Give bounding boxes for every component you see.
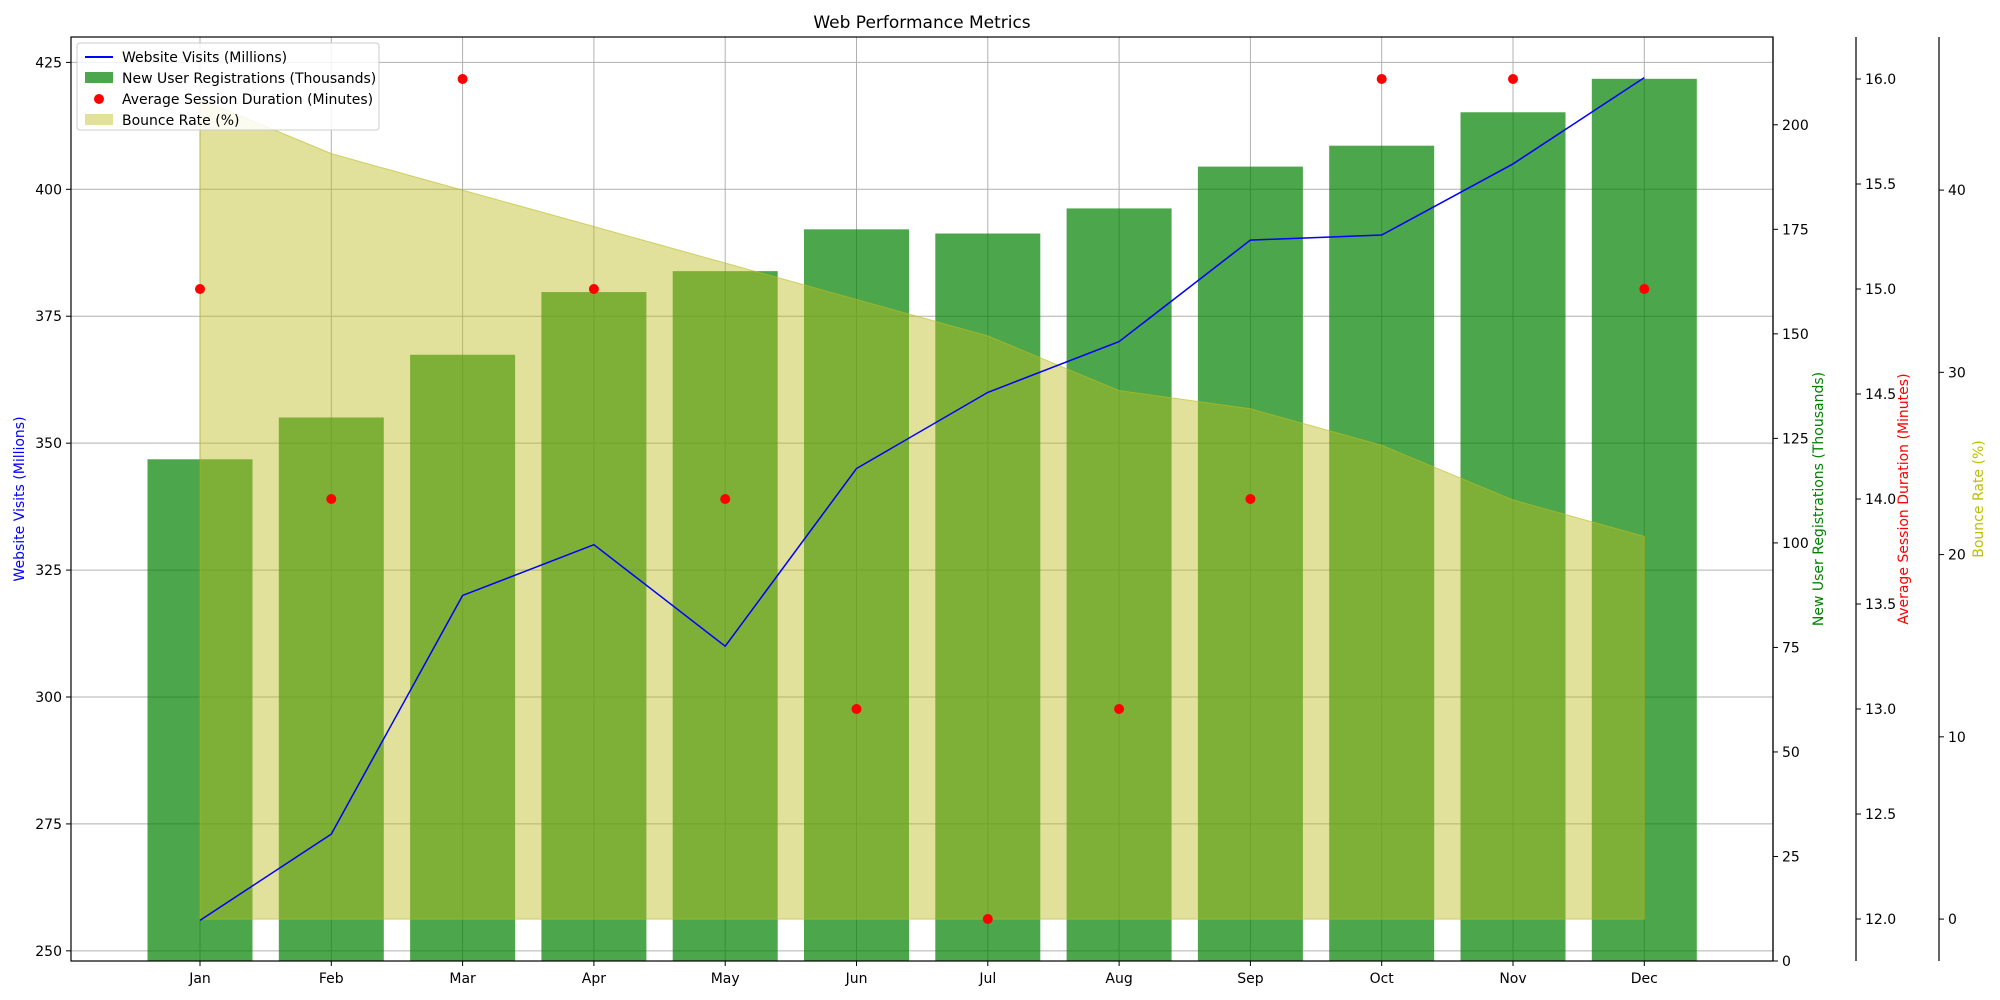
left-tick-label: 250 bbox=[35, 944, 62, 960]
right_registrations-axis-title: New User Registrations (Thousands) bbox=[1811, 372, 1827, 626]
session-duration-point bbox=[851, 704, 862, 714]
session-duration-point bbox=[326, 494, 337, 504]
right_duration-tick-label: 14.5 bbox=[1865, 387, 1896, 403]
right_bounce-tick-label: 0 bbox=[1948, 912, 1957, 928]
legend-patch-icon bbox=[85, 72, 113, 83]
x-tick-label: Aug bbox=[1105, 971, 1132, 987]
left-tick-label: 375 bbox=[35, 309, 62, 325]
x-tick-label: Mar bbox=[449, 971, 476, 987]
registration-bar bbox=[935, 233, 1041, 962]
legend-label: New User Registrations (Thousands) bbox=[122, 71, 376, 87]
legend-patch-icon bbox=[85, 114, 113, 125]
session-duration-point bbox=[1376, 74, 1387, 84]
session-duration-point bbox=[1639, 284, 1650, 294]
left-axis-title: Website Visits (Millions) bbox=[12, 416, 28, 581]
right_duration-tick-label: 12.0 bbox=[1865, 912, 1896, 928]
right_registrations-tick-label: 0 bbox=[1782, 954, 1791, 970]
right_duration-tick-label: 16.0 bbox=[1865, 72, 1896, 88]
right_registrations-tick-label: 100 bbox=[1782, 536, 1809, 552]
right_registrations-tick-label: 50 bbox=[1782, 745, 1800, 761]
legend-label: Average Session Duration (Minutes) bbox=[122, 92, 373, 108]
visits-line bbox=[199, 76, 1645, 922]
right_bounce-tick-label: 30 bbox=[1948, 365, 1966, 381]
right_duration-tick-label: 15.5 bbox=[1865, 177, 1896, 193]
legend-label: Website Visits (Millions) bbox=[122, 50, 287, 66]
legend: Website Visits (Millions) New User Regist… bbox=[76, 42, 380, 131]
registration-bar bbox=[672, 271, 778, 961]
legend-dot-icon bbox=[94, 94, 104, 104]
left-tick-label: 425 bbox=[35, 55, 62, 71]
right_registrations-tick-label: 200 bbox=[1782, 118, 1809, 134]
session-duration-point bbox=[1245, 494, 1256, 504]
session-duration-point bbox=[457, 74, 468, 84]
visits-line-path bbox=[199, 76, 1645, 922]
session-duration-point bbox=[1114, 704, 1125, 714]
right_duration-tick-label: 13.5 bbox=[1865, 597, 1896, 613]
right_bounce-tick-label: 40 bbox=[1948, 183, 1966, 199]
session-duration-point bbox=[195, 284, 205, 294]
registration-bar bbox=[1329, 145, 1435, 962]
right_bounce-tick-label: 20 bbox=[1948, 548, 1966, 564]
legend-label: Bounce Rate (%) bbox=[122, 113, 239, 129]
right_duration-axis-title: Average Session Duration (Minutes) bbox=[1896, 373, 1912, 624]
right_duration-tick-label: 14.0 bbox=[1865, 492, 1896, 508]
session-duration-point bbox=[982, 914, 993, 924]
x-tick-label: Sep bbox=[1237, 971, 1264, 987]
registration-bar bbox=[1066, 208, 1172, 962]
session-duration-point bbox=[1508, 74, 1518, 84]
x-tick-label: Nov bbox=[1499, 971, 1526, 987]
right_registrations-tick-label: 125 bbox=[1782, 431, 1809, 447]
left-tick-label: 275 bbox=[35, 817, 62, 833]
left-tick-label: 400 bbox=[35, 182, 62, 198]
right_duration-tick-label: 15.0 bbox=[1865, 282, 1896, 298]
bounce-rate-area-fill bbox=[199, 98, 1645, 920]
left-tick-label: 350 bbox=[35, 436, 62, 452]
x-tick-label: Oct bbox=[1370, 971, 1395, 987]
registration-bar bbox=[1460, 112, 1566, 961]
session-duration-points bbox=[195, 74, 1650, 924]
right_registrations-tick-label: 175 bbox=[1782, 222, 1809, 238]
right_duration-tick-label: 12.5 bbox=[1865, 807, 1896, 823]
right_bounce-tick-label: 10 bbox=[1948, 730, 1966, 746]
right_registrations-tick-label: 75 bbox=[1782, 640, 1800, 656]
registration-bar bbox=[278, 417, 384, 961]
registration-bar bbox=[1197, 166, 1303, 962]
registration-bar bbox=[541, 292, 647, 961]
x-tick-label: Feb bbox=[319, 971, 344, 987]
chart-title: Web Performance Metrics bbox=[813, 13, 1030, 33]
right_bounce-axis-title: Bounce Rate (%) bbox=[1971, 440, 1987, 557]
session-duration-point bbox=[588, 284, 599, 294]
axes: Jan Feb Mar Apr May Jun Jul Aug Sep Oct Nov Dec2502… bbox=[12, 37, 1987, 987]
x-tick-label: Jun bbox=[845, 971, 868, 987]
session-duration-point bbox=[720, 494, 731, 504]
bounce-rate-area bbox=[199, 98, 1645, 920]
legend-box bbox=[76, 42, 380, 131]
right_registrations-tick-label: 150 bbox=[1782, 327, 1809, 343]
left-tick-label: 300 bbox=[35, 690, 62, 706]
right_registrations-tick-label: 25 bbox=[1782, 849, 1800, 865]
x-tick-label: Apr bbox=[582, 971, 606, 987]
registration-bar bbox=[804, 229, 909, 961]
right_duration-tick-label: 13.0 bbox=[1865, 702, 1896, 718]
x-tick-label: Jan bbox=[188, 971, 211, 987]
x-tick-label: May bbox=[711, 971, 740, 987]
x-tick-label: Jul bbox=[978, 971, 996, 987]
x-tick-label: Dec bbox=[1631, 971, 1658, 987]
left-tick-label: 325 bbox=[35, 563, 62, 579]
